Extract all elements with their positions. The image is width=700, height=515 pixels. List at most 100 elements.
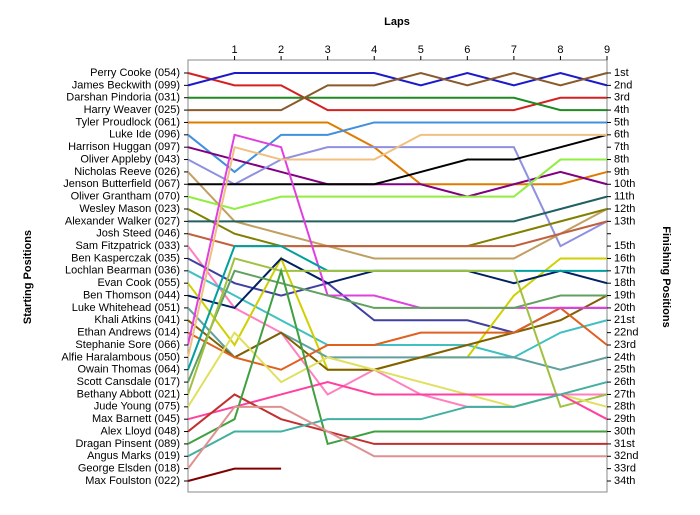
driver-label: Alfie Haralambous (050) (61, 351, 180, 363)
position-label: 25th (614, 364, 635, 376)
lap-line (188, 133, 608, 186)
driver-label: Lochlan Bearman (036) (65, 265, 180, 277)
position-label: 20th (614, 302, 635, 314)
lap-line (187, 381, 608, 458)
driver-label: George Elsden (018) (78, 463, 180, 475)
driver-label: Angus Marks (019) (87, 450, 180, 462)
position-label: 24th (614, 351, 635, 363)
driver-label: Khali Atkins (041) (94, 314, 180, 326)
x-tick-label: 6 (464, 44, 470, 56)
driver-label: Ben Thomson (044) (83, 289, 180, 301)
position-label: 17th (614, 265, 635, 277)
position-label: 23rd (614, 339, 636, 351)
x-tick-label: 8 (557, 44, 563, 56)
driver-label: Oliver Appleby (043) (80, 153, 180, 165)
lap-line (188, 121, 608, 186)
driver-label: Ethan Andrews (014) (77, 327, 180, 339)
position-label: 34th (614, 475, 635, 487)
driver-label: Josh Steed (046) (96, 228, 180, 240)
driver-label: Jenson Butterfield (067) (63, 178, 180, 190)
lap-line (188, 71, 608, 112)
position-label: 30th (614, 425, 635, 437)
driver-label: Harry Weaver (025) (84, 104, 180, 116)
lap-line (187, 405, 607, 470)
driver-label: Luke Whitehead (051) (72, 302, 180, 314)
lap-line (187, 208, 608, 248)
position-label: 4th (614, 104, 629, 116)
x-tick-label: 3 (325, 44, 331, 56)
position-label: 19th (614, 289, 635, 301)
position-label: 7th (614, 141, 629, 153)
driver-label: Jude Young (075) (94, 401, 180, 413)
position-label: 32nd (614, 450, 638, 462)
position-label: 1st (614, 67, 629, 79)
driver-label: Evan Cook (055) (97, 277, 180, 289)
lap-line (187, 133, 607, 358)
position-label: 22nd (614, 327, 638, 339)
driver-label: Nicholas Reeve (026) (74, 166, 180, 178)
x-tick-label: 1 (231, 44, 237, 56)
lap-line (187, 158, 607, 211)
position-label: 10th (614, 178, 635, 190)
position-label: 31st (614, 438, 635, 450)
position-label: 16th (614, 252, 635, 264)
driver-label: Harrison Huggan (097) (68, 141, 180, 153)
driver-label: Stephanie Sore (066) (75, 339, 180, 351)
x-tick-label: 7 (511, 44, 517, 56)
driver-label: Sam Fitzpatrick (033) (75, 240, 180, 252)
driver-label: Perry Cooke (054) (90, 67, 180, 79)
driver-label: Wesley Mason (023) (79, 203, 180, 215)
driver-label: James Beckwith (099) (72, 79, 180, 91)
position-label: 2nd (614, 79, 632, 91)
position-label: 29th (614, 413, 635, 425)
position-label: 27th (614, 388, 635, 400)
position-label: 15th (614, 240, 635, 252)
position-label: 8th (614, 153, 629, 165)
y2-axis-label: Finishing Positions (660, 226, 672, 327)
position-label: 26th (614, 376, 635, 388)
position-label: 5th (614, 116, 629, 128)
lap-line (187, 381, 608, 421)
lap-line (187, 269, 607, 383)
position-label: 6th (614, 129, 629, 141)
lap-line (187, 467, 282, 482)
driver-label: Max Foulston (022) (85, 475, 180, 487)
position-label: 9th (614, 166, 629, 178)
x-tick-label: 4 (371, 44, 377, 56)
driver-label: Dragan Pinsent (089) (75, 438, 180, 450)
lap-line (187, 257, 607, 334)
driver-label: Alex Lloyd (048) (101, 425, 181, 437)
lap-line (187, 171, 608, 260)
driver-label: Owain Thomas (064) (77, 364, 180, 376)
position-label: 12th (614, 203, 635, 215)
driver-label: Tyler Proudlock (061) (75, 116, 180, 128)
lap-line (187, 269, 608, 359)
position-label: 21st (614, 314, 635, 326)
driver-label: Max Barnett (045) (92, 413, 180, 425)
position-label: 13th (614, 215, 635, 227)
lap-line (187, 133, 607, 346)
position-label: 18th (614, 277, 635, 289)
x-tick-label: 9 (604, 44, 610, 56)
driver-label: Scott Cansdale (017) (77, 376, 180, 388)
lap-line (187, 257, 608, 409)
position-label: 3rd (614, 92, 630, 104)
driver-label: Bethany Abbott (021) (77, 388, 180, 400)
lap-line (188, 195, 608, 223)
lap-line (187, 306, 608, 371)
position-label: 11th (614, 191, 635, 203)
lap-line (187, 267, 607, 446)
driver-label: Alexander Walker (027) (65, 215, 180, 227)
y-axis-label: Starting Positions (22, 230, 34, 324)
driver-label: Oliver Grantham (070) (71, 191, 180, 203)
driver-label: Luke Ide (096) (109, 129, 180, 141)
position-label: 33rd (614, 463, 636, 475)
plot-frame (187, 59, 608, 493)
x-tick-label: 5 (418, 44, 424, 56)
driver-label: Ben Kasperczak (035) (71, 252, 180, 264)
chart-title: Laps (384, 16, 410, 28)
driver-label: Darshan Pindoria (031) (66, 92, 180, 104)
position-label: 28th (614, 401, 635, 413)
x-tick-label: 2 (278, 44, 284, 56)
